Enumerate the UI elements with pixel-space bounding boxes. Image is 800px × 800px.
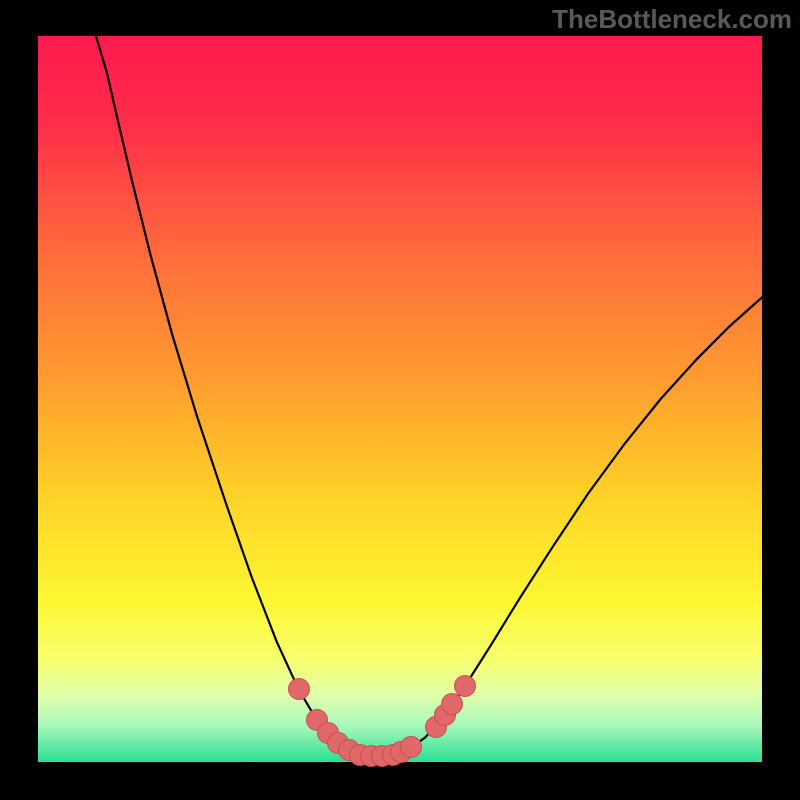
marker-point [454,675,476,697]
plot-area [38,36,762,762]
bottleneck-curve [96,36,762,756]
watermark-text: TheBottleneck.com [552,4,792,35]
marker-point [400,736,422,758]
canvas-root: TheBottleneck.com [0,0,800,800]
curve-svg [38,36,762,762]
marker-point [288,678,310,700]
marker-point [441,693,463,715]
